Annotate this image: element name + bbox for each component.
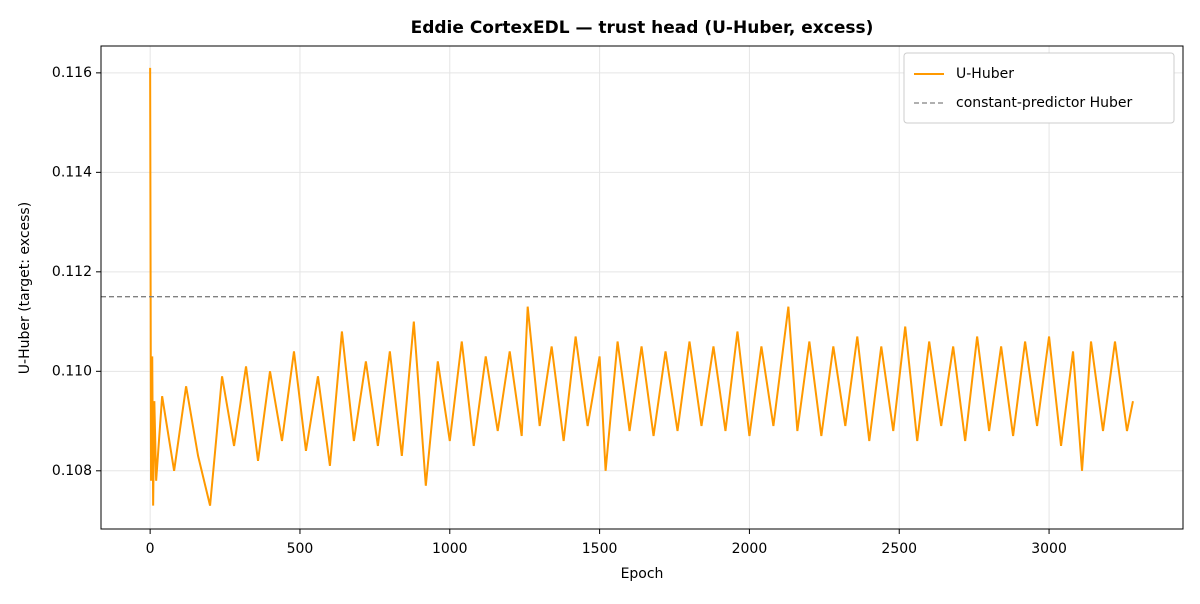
x-tick-label: 2500 (881, 541, 917, 557)
chart-title: Eddie CortexEDL — trust head (U-Huber, e… (411, 18, 874, 38)
x-axis-label: Epoch (621, 566, 664, 582)
legend-box (903, 52, 1175, 124)
plot-frame (100, 45, 1184, 530)
y-tick-label: 0.108 (52, 463, 92, 479)
x-tick-label: 1000 (432, 541, 468, 557)
y-tick-label: 0.114 (52, 164, 92, 180)
y-tick-label: 0.112 (52, 264, 92, 280)
x-tick-label: 500 (287, 541, 314, 557)
x-tick-label: 2000 (732, 541, 768, 557)
legend-label: U-Huber (956, 66, 1014, 82)
x-tick-label: 3000 (1031, 541, 1067, 557)
y-tick-label: 0.110 (52, 363, 92, 379)
y-tick-label: 0.116 (52, 65, 92, 81)
x-tick-label: 1500 (582, 541, 618, 557)
line-series (149, 67, 1134, 506)
x-tick-label: 0 (146, 541, 155, 557)
legend-label: constant-predictor Huber (956, 95, 1132, 111)
y-axis-label: U-Huber (target: excess) (17, 202, 33, 374)
